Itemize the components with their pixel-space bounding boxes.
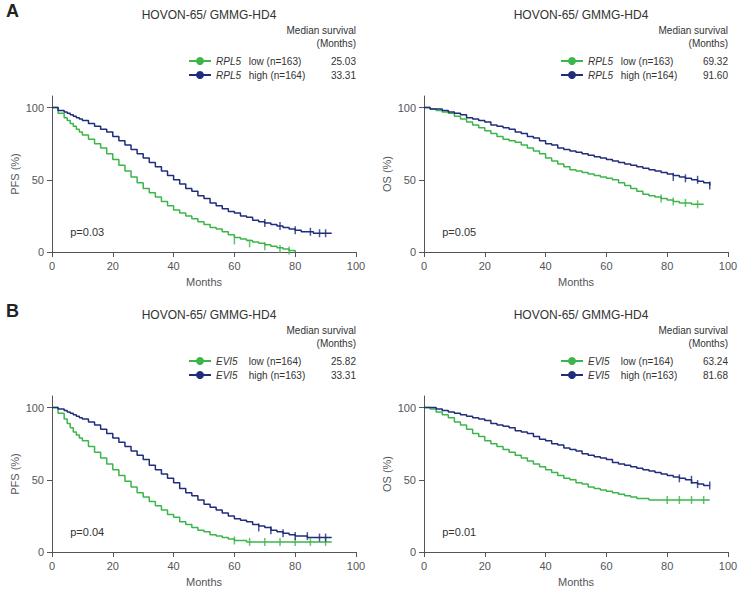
svg-text:0: 0 bbox=[49, 260, 55, 272]
svg-text:Median survival: Median survival bbox=[287, 325, 356, 336]
svg-text:EVI5: EVI5 bbox=[216, 370, 238, 381]
svg-text:0: 0 bbox=[421, 560, 427, 572]
svg-text:OS (%): OS (%) bbox=[381, 156, 393, 192]
svg-text:RPL5: RPL5 bbox=[216, 56, 241, 67]
svg-text:p=0.05: p=0.05 bbox=[442, 226, 476, 238]
svg-text:0: 0 bbox=[410, 546, 416, 558]
svg-text:0: 0 bbox=[49, 560, 55, 572]
svg-text:100: 100 bbox=[26, 402, 44, 414]
svg-text:high (n=163): high (n=163) bbox=[618, 370, 677, 381]
svg-text:100: 100 bbox=[719, 560, 737, 572]
svg-text:81.68: 81.68 bbox=[703, 370, 728, 381]
svg-text:20: 20 bbox=[107, 260, 119, 272]
svg-text:50: 50 bbox=[32, 174, 44, 186]
svg-text:HOVON-65/ GMMG-HD4: HOVON-65/ GMMG-HD4 bbox=[142, 8, 277, 22]
svg-text:p=0.03: p=0.03 bbox=[70, 226, 104, 238]
svg-text:33.31: 33.31 bbox=[331, 370, 356, 381]
svg-text:50: 50 bbox=[32, 474, 44, 486]
svg-text:80: 80 bbox=[289, 260, 301, 272]
svg-text:EVI5: EVI5 bbox=[216, 356, 238, 367]
svg-text:Months: Months bbox=[558, 576, 595, 588]
svg-text:100: 100 bbox=[347, 260, 365, 272]
svg-text:low (n=163): low (n=163) bbox=[246, 56, 301, 67]
svg-text:low (n=164): low (n=164) bbox=[618, 356, 673, 367]
svg-text:100: 100 bbox=[398, 402, 416, 414]
svg-text:80: 80 bbox=[661, 260, 673, 272]
svg-text:40: 40 bbox=[539, 260, 551, 272]
svg-text:60: 60 bbox=[228, 560, 240, 572]
svg-text:low (n=163): low (n=163) bbox=[618, 56, 673, 67]
svg-text:high (n=164): high (n=164) bbox=[246, 70, 305, 81]
svg-text:high (n=163): high (n=163) bbox=[246, 370, 305, 381]
svg-text:PFS (%): PFS (%) bbox=[9, 153, 21, 195]
svg-text:(Months): (Months) bbox=[317, 338, 356, 349]
svg-text:HOVON-65/ GMMG-HD4: HOVON-65/ GMMG-HD4 bbox=[142, 308, 277, 322]
svg-text:Median survival: Median survival bbox=[659, 25, 728, 36]
svg-text:100: 100 bbox=[26, 102, 44, 114]
svg-text:(Months): (Months) bbox=[317, 38, 356, 49]
svg-text:33.31: 33.31 bbox=[331, 70, 356, 81]
svg-text:100: 100 bbox=[398, 102, 416, 114]
svg-text:60: 60 bbox=[600, 260, 612, 272]
svg-text:p=0.01: p=0.01 bbox=[442, 526, 476, 538]
svg-text:0: 0 bbox=[410, 246, 416, 258]
svg-text:EVI5: EVI5 bbox=[588, 356, 610, 367]
svg-text:HOVON-65/ GMMG-HD4: HOVON-65/ GMMG-HD4 bbox=[514, 308, 649, 322]
svg-text:(Months): (Months) bbox=[689, 338, 728, 349]
svg-text:Median survival: Median survival bbox=[287, 25, 356, 36]
svg-text:B: B bbox=[6, 301, 19, 321]
svg-text:20: 20 bbox=[479, 560, 491, 572]
svg-text:RPL5: RPL5 bbox=[216, 70, 241, 81]
svg-text:EVI5: EVI5 bbox=[588, 370, 610, 381]
svg-text:25.82: 25.82 bbox=[331, 356, 356, 367]
svg-text:100: 100 bbox=[347, 560, 365, 572]
svg-text:20: 20 bbox=[107, 560, 119, 572]
svg-text:80: 80 bbox=[289, 560, 301, 572]
svg-text:40: 40 bbox=[167, 260, 179, 272]
svg-text:Months: Months bbox=[558, 276, 595, 288]
svg-text:50: 50 bbox=[404, 474, 416, 486]
svg-text:40: 40 bbox=[539, 560, 551, 572]
svg-text:50: 50 bbox=[404, 174, 416, 186]
svg-text:80: 80 bbox=[661, 560, 673, 572]
svg-text:A: A bbox=[6, 1, 19, 21]
svg-text:20: 20 bbox=[479, 260, 491, 272]
svg-text:low (n=164): low (n=164) bbox=[246, 356, 301, 367]
svg-text:PFS (%): PFS (%) bbox=[9, 453, 21, 495]
svg-text:60: 60 bbox=[228, 260, 240, 272]
svg-text:RPL5: RPL5 bbox=[588, 56, 613, 67]
svg-text:RPL5: RPL5 bbox=[588, 70, 613, 81]
svg-text:63.24: 63.24 bbox=[703, 356, 728, 367]
svg-text:0: 0 bbox=[421, 260, 427, 272]
svg-text:40: 40 bbox=[167, 560, 179, 572]
svg-text:OS (%): OS (%) bbox=[381, 456, 393, 492]
svg-text:Months: Months bbox=[186, 576, 223, 588]
svg-text:Months: Months bbox=[186, 276, 223, 288]
svg-text:91.60: 91.60 bbox=[703, 70, 728, 81]
svg-text:high (n=164): high (n=164) bbox=[618, 70, 677, 81]
svg-text:25.03: 25.03 bbox=[331, 56, 356, 67]
svg-text:100: 100 bbox=[719, 260, 737, 272]
svg-text:p=0.04: p=0.04 bbox=[70, 526, 104, 538]
svg-text:Median survival: Median survival bbox=[659, 325, 728, 336]
svg-text:69.32: 69.32 bbox=[703, 56, 728, 67]
svg-text:(Months): (Months) bbox=[689, 38, 728, 49]
svg-text:0: 0 bbox=[38, 246, 44, 258]
svg-text:0: 0 bbox=[38, 546, 44, 558]
svg-text:HOVON-65/ GMMG-HD4: HOVON-65/ GMMG-HD4 bbox=[514, 8, 649, 22]
svg-text:60: 60 bbox=[600, 560, 612, 572]
